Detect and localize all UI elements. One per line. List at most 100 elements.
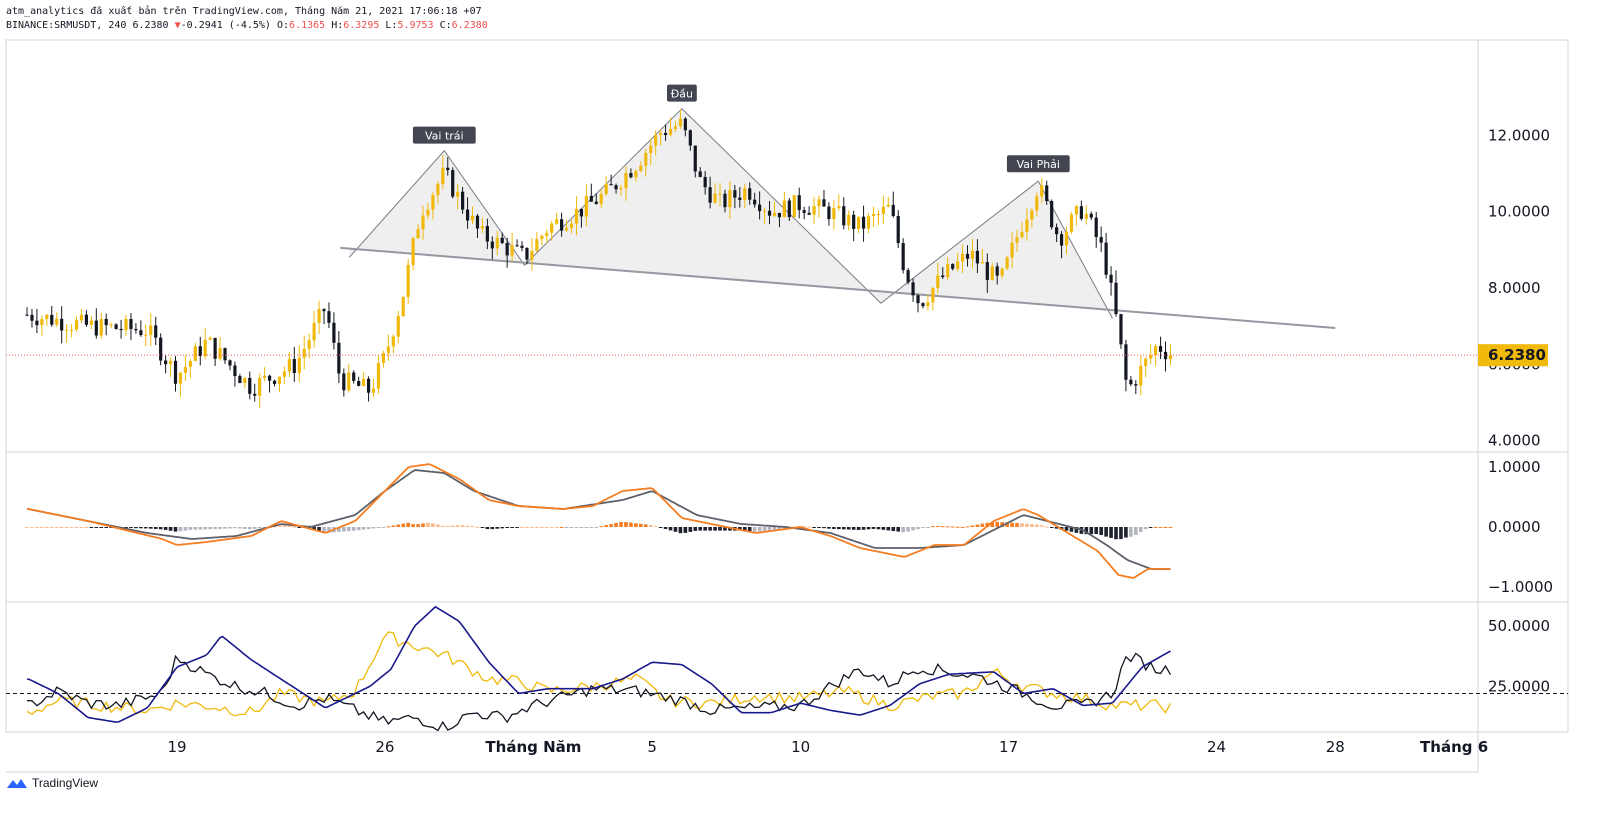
macd-histogram-bar xyxy=(663,527,668,529)
macd-histogram-bar xyxy=(361,527,366,530)
macd-histogram-bar xyxy=(134,527,138,529)
macd-histogram-bar xyxy=(297,527,302,528)
macd-histogram-bar xyxy=(742,527,747,531)
candle-body xyxy=(129,319,133,329)
candle xyxy=(109,322,113,329)
candle xyxy=(857,216,861,234)
price-axis[interactable]: 12.000010.00008.00006.00004.00001.00000.… xyxy=(1478,126,1553,695)
dmi-pane xyxy=(6,605,1568,732)
candle-body xyxy=(842,206,846,226)
macd-histogram-bar xyxy=(198,527,203,530)
candle xyxy=(782,191,786,218)
macd-histogram-bar xyxy=(975,524,980,527)
candle xyxy=(470,206,475,225)
candle-body xyxy=(1119,314,1123,345)
candle xyxy=(243,376,247,389)
macd-histogram-bar xyxy=(124,527,128,528)
candle-body xyxy=(436,184,440,196)
candle xyxy=(946,257,950,281)
macd-histogram-bar xyxy=(396,524,401,527)
candle xyxy=(317,300,321,335)
candle xyxy=(178,371,183,397)
macd-histogram-bar xyxy=(233,527,237,529)
macd-histogram-bar xyxy=(139,527,143,529)
candle-body xyxy=(1040,185,1044,197)
macd-histogram-bar xyxy=(812,527,816,528)
candle-body xyxy=(767,210,772,216)
candle-body xyxy=(619,188,623,190)
close-value: 6.2380 xyxy=(451,20,488,31)
candle-body xyxy=(569,223,574,228)
macd-histogram-bar xyxy=(965,526,970,528)
candle xyxy=(619,184,623,196)
candle-body xyxy=(416,229,420,239)
candle xyxy=(193,342,197,362)
candle xyxy=(802,206,806,220)
macd-histogram-bar xyxy=(970,525,975,527)
candle xyxy=(396,310,400,344)
candle xyxy=(446,157,450,176)
macd-histogram-bar xyxy=(540,527,544,528)
macd-histogram-bar xyxy=(163,527,168,530)
candle xyxy=(861,205,866,242)
candle-body xyxy=(777,212,782,218)
macd-histogram-bar xyxy=(1138,527,1143,533)
macd-histogram-bar xyxy=(79,527,84,528)
current-price-badge-text: 6.2380 xyxy=(1488,346,1546,364)
x-tick-label: 24 xyxy=(1207,738,1226,756)
macd-histogram-bar xyxy=(698,527,703,531)
candle-body xyxy=(1114,282,1118,315)
candle xyxy=(362,371,366,387)
candle xyxy=(1010,232,1014,269)
pattern-label-box xyxy=(1006,155,1070,173)
candle-body xyxy=(876,213,881,215)
macd-histogram-bar xyxy=(74,527,79,528)
candle-body xyxy=(985,262,989,280)
candle xyxy=(1149,344,1153,365)
candle-body xyxy=(649,145,653,154)
y-tick-label: 0.0000 xyxy=(1488,518,1541,536)
candle xyxy=(74,316,79,332)
candle-body xyxy=(1139,365,1143,386)
candle xyxy=(406,258,410,305)
macd-histogram-bar xyxy=(777,527,782,529)
candle xyxy=(233,361,237,387)
macd-histogram-bar xyxy=(846,527,851,530)
candle xyxy=(1035,192,1039,217)
macd-histogram-bar xyxy=(480,527,485,528)
candle-body xyxy=(134,328,138,331)
candle xyxy=(926,294,930,311)
candle xyxy=(733,185,737,209)
macd-histogram-bar xyxy=(911,527,915,531)
time-axis[interactable]: 19 26 Tháng Năm 5 10 17 24 28 Tháng 6 xyxy=(167,738,1488,756)
x-tick-label: 26 xyxy=(375,738,394,756)
candle xyxy=(985,253,989,293)
candle-body xyxy=(535,239,539,252)
pattern-label-box xyxy=(412,126,476,144)
candle xyxy=(1134,380,1138,395)
candle xyxy=(238,373,242,384)
candle-body xyxy=(807,212,811,215)
candle-body xyxy=(1124,344,1128,380)
macd-histogram-bar xyxy=(599,526,604,528)
macd-histogram-bar xyxy=(515,527,519,528)
macd-histogram-bar xyxy=(183,527,188,531)
macd-histogram-bar xyxy=(1143,527,1148,530)
macd-histogram-bar xyxy=(856,527,861,530)
candle-body xyxy=(916,295,920,304)
candle-body xyxy=(723,193,727,208)
candle-body xyxy=(832,208,836,220)
candle-body xyxy=(213,337,217,359)
macd-histogram-bar xyxy=(668,527,673,531)
x-tick-label: 5 xyxy=(647,738,657,756)
macd-histogram-bar xyxy=(554,527,559,528)
candle-body xyxy=(564,227,569,231)
macd-histogram-bar xyxy=(624,522,628,527)
candle xyxy=(164,355,168,374)
macd-histogram-bar xyxy=(985,522,990,527)
candle xyxy=(401,296,405,317)
candle xyxy=(535,231,539,252)
y-tick-label: 4.0000 xyxy=(1488,432,1541,450)
tradingview-logo[interactable]: TradingView xyxy=(6,776,98,790)
